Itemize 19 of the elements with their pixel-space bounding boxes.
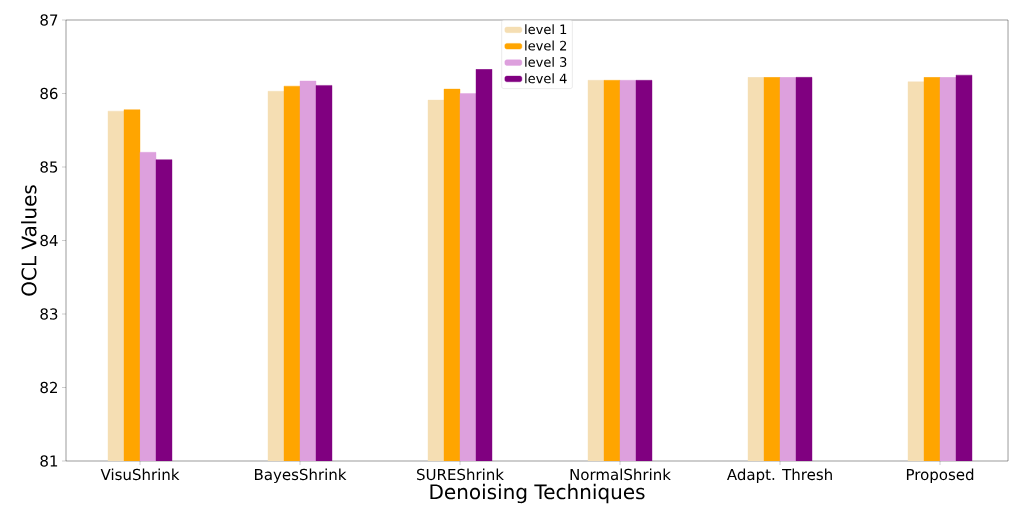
- y-tick-label: 84: [40, 234, 58, 247]
- y-axis-title: OCL Values: [21, 185, 37, 296]
- x-tick-label: VisuShrink: [100, 468, 180, 481]
- y-tick-label: 87: [40, 14, 58, 26]
- legend-label: level 2: [525, 40, 567, 51]
- y-tick-label: 83: [40, 308, 58, 320]
- x-tick-label: SUREShrink: [417, 468, 504, 481]
- legend-label: level 4: [525, 73, 567, 84]
- y-tick-label: 82: [40, 381, 57, 394]
- x-axis-title: Denoising Techniques: [430, 483, 645, 504]
- y-tick-label: 86: [40, 87, 58, 100]
- x-tick-label: BayesShrink: [254, 468, 347, 484]
- y-tick-label: 81: [40, 455, 58, 467]
- x-tick-label: Proposed: [906, 468, 974, 484]
- x-tick-label: NormalShrink: [570, 468, 671, 481]
- legend-label: level 3: [525, 56, 567, 67]
- x-tick-label: Adapt. Thresh: [726, 468, 832, 484]
- legend-label: level 1: [525, 24, 567, 35]
- y-tick-label: 85: [40, 161, 58, 173]
